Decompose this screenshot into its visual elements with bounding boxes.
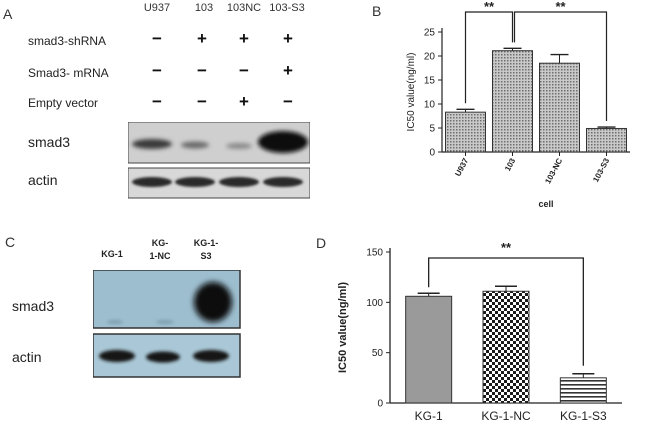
row-label-empty-vector: Empty vector (28, 96, 99, 110)
y-tick-label-b: 10 (424, 100, 436, 111)
mark-r2-c2: − (197, 61, 207, 80)
chart-d: D 0 50 100 150 IC50 value(ng/ml) KG-1 KG-1-NC KG… (316, 235, 622, 423)
panel-c-column-headers: KG-1 KG-1-NC KG-1-S3 (101, 238, 219, 261)
mark-r1-c4: + (283, 29, 293, 48)
x-tick-label-103-nc: 103-NC (543, 157, 564, 186)
bar-kg-1 (405, 295, 453, 404)
significance-bracket-d (428, 257, 584, 366)
blot-label-smad3-a: smad3 (28, 134, 71, 150)
blot-label-actin-a: actin (28, 172, 58, 188)
column-header-103: 103 (194, 2, 214, 14)
y-tick-label-d: 50 (372, 348, 384, 359)
y-tick-label-b: 15 (424, 76, 436, 87)
mark-r2-c4: + (283, 61, 293, 80)
row-label-smad3-mrna: Smad3- mRNA (28, 66, 109, 80)
mark-r1-c3: + (239, 29, 249, 48)
x-tick-label-u937: U937 (453, 156, 470, 178)
row-label-smad3-shrna: smad3-shRNA (28, 34, 107, 48)
bar-kg-1-s3 (559, 377, 607, 404)
bar-kg-1-nc (482, 290, 530, 404)
bar-103-nc (539, 62, 580, 153)
mark-r3-c4: − (283, 92, 293, 111)
y-tick-label-b: 5 (429, 124, 435, 135)
column-header-103nc: 103NC (226, 2, 262, 14)
mark-r2-c3: − (239, 61, 249, 80)
column-header-u937: U937 (143, 2, 171, 14)
x-tick-label-103: 103 (503, 156, 517, 172)
significance-label-b: ** (484, 0, 495, 14)
western-blot-c (93, 270, 241, 378)
y-tick-label-d: 150 (366, 248, 383, 259)
y-tick-label-b: 0 (429, 148, 435, 159)
x-tick-label-kg-1: KG-1 (415, 409, 443, 423)
mark-r1-c1: − (152, 29, 162, 48)
x-tick-label-103-s3: 103-S3 (591, 156, 611, 183)
y-axis-label-d: IC50 value(ng/ml) (337, 282, 349, 373)
y-tick-label-b: 20 (424, 52, 436, 63)
mark-r2-c1: − (152, 61, 162, 80)
column-header-103-s3: 103-S3 (269, 2, 305, 14)
y-tick-label-d: 100 (366, 298, 383, 309)
y-axis-label-b: IC50 value(ng/ml) (406, 53, 417, 132)
panel-d-letter: D (316, 235, 326, 251)
significance-label-d: ** (501, 240, 512, 255)
significance-bracket-b (464, 11, 514, 104)
column-header-kg-1-nc: KG-1-NC (149, 238, 171, 261)
bar-u937 (445, 111, 486, 153)
x-tick-label-kg-1-nc: KG-1-NC (481, 409, 531, 423)
mark-r3-c3: + (239, 92, 249, 111)
y-tick-label-d: 0 (377, 399, 383, 410)
blot-label-actin-c: actin (12, 349, 42, 365)
panel-b-letter: B (372, 3, 381, 19)
western-blot-a (128, 122, 310, 199)
column-header-kg-1-s3: KG-1-S3 (194, 238, 219, 261)
chart-b: B 0 5 10 15 20 25 IC50 value(ng/ml) U937 103 103-N… (372, 0, 630, 209)
x-axis-label-b: cell (538, 199, 553, 209)
panel-a-letter: A (3, 6, 13, 22)
blot-label-smad3-c: smad3 (12, 298, 55, 314)
bar-103 (492, 50, 533, 153)
mark-r3-c1: − (152, 92, 162, 111)
mark-r3-c2: − (197, 92, 207, 111)
x-tick-label-kg-1-s3: KG-1-S3 (560, 409, 607, 423)
mark-r1-c2: + (197, 29, 207, 48)
significance-label-b: ** (555, 0, 566, 14)
significance-bracket-b (513, 11, 608, 122)
bar-103-s3 (586, 127, 627, 153)
panel-c-letter: C (5, 234, 16, 250)
y-tick-label-b: 25 (424, 28, 436, 39)
column-header-kg-1: KG-1 (101, 249, 123, 259)
